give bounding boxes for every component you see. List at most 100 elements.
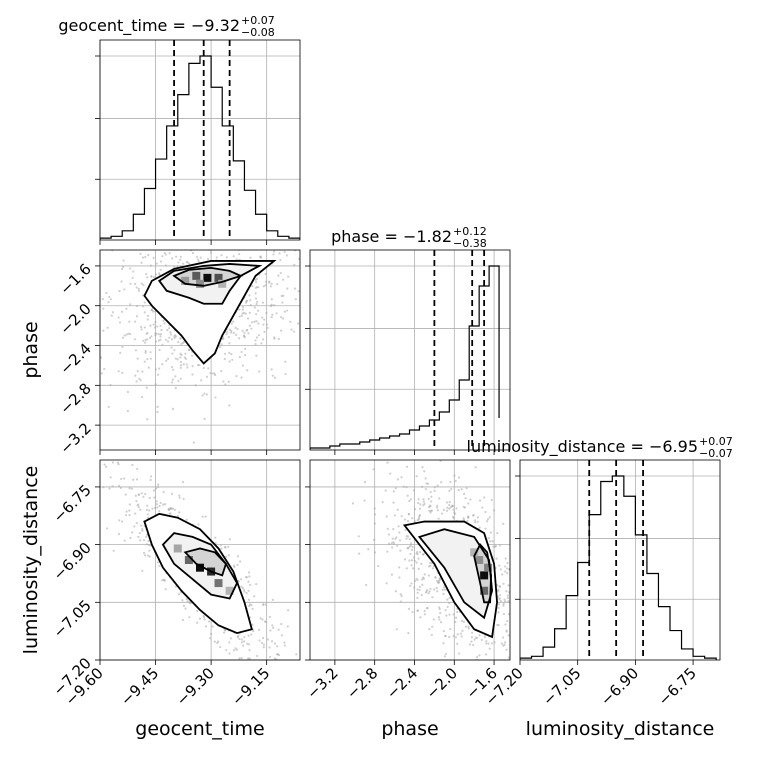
sample-point [439, 460, 442, 463]
sample-point [499, 599, 503, 603]
sample-point [139, 379, 142, 382]
sample-point [438, 443, 440, 445]
sample-point [141, 370, 144, 373]
sample-point [417, 557, 420, 560]
sample-point [469, 498, 472, 501]
sample-point [160, 328, 163, 332]
sample-point [417, 501, 420, 505]
sample-point [147, 253, 150, 257]
sample-point [219, 223, 221, 225]
tick-label-y: −2.0 [56, 300, 94, 338]
sample-point [241, 306, 245, 309]
sample-point [430, 500, 433, 503]
sample-point [456, 642, 459, 645]
sample-point [277, 274, 280, 277]
sample-point [508, 591, 510, 594]
sample-point [142, 551, 146, 555]
sample-point [142, 283, 145, 287]
sample-point [219, 236, 221, 238]
sample-point [258, 370, 261, 373]
sample-point [121, 371, 124, 374]
sample-point [449, 480, 452, 484]
sample-point [479, 499, 482, 502]
sample-point [241, 200, 243, 202]
sample-point [311, 666, 313, 668]
sample-point [184, 232, 186, 234]
sample-point [456, 610, 459, 614]
sample-point [490, 642, 494, 645]
density-cell [470, 548, 479, 557]
sample-point [167, 357, 170, 360]
sample-point [162, 319, 165, 322]
sample-point [492, 545, 495, 548]
sample-point [251, 245, 253, 247]
sample-point [446, 506, 449, 509]
sample-point [381, 501, 384, 504]
sample-point [377, 456, 379, 458]
sample-point [488, 647, 491, 650]
sample-point [255, 336, 259, 339]
sample-point [543, 602, 545, 604]
title-text: luminosity_distance = −6.95 [467, 437, 698, 457]
sample-point [223, 629, 227, 632]
sample-point [97, 338, 99, 340]
density-cell [484, 563, 493, 572]
sample-point [206, 248, 208, 250]
sample-point [504, 623, 507, 626]
sample-point [423, 609, 426, 613]
sample-point [365, 583, 368, 587]
sample-point [158, 272, 161, 275]
sample-point [313, 241, 315, 243]
sample-point [182, 497, 185, 501]
sample-point [144, 255, 147, 259]
sample-point [146, 504, 149, 507]
sample-point [211, 372, 214, 375]
sample-point [134, 320, 137, 323]
sample-point [311, 301, 313, 303]
sample-point [436, 506, 439, 509]
sample-point [246, 317, 250, 320]
sample-point [157, 332, 160, 336]
sample-point [443, 588, 447, 591]
sample-point [102, 329, 105, 332]
sample-point [516, 580, 518, 582]
sample-point [253, 150, 255, 152]
sample-point [241, 586, 244, 590]
sample-point [171, 378, 174, 381]
sample-point [233, 649, 236, 652]
sample-point [128, 503, 131, 506]
panel-title-geocent_time: geocent_time = −9.32 +0.07−0.08 [58, 14, 274, 39]
sample-point [144, 341, 147, 344]
sample-point [254, 339, 257, 342]
sample-point [373, 513, 377, 516]
sample-point [460, 635, 463, 638]
sample-point [236, 636, 239, 639]
sample-point [210, 632, 213, 636]
sample-point [156, 410, 159, 414]
sample-point [220, 254, 223, 257]
sample-point [238, 637, 241, 641]
sample-point [158, 348, 161, 352]
sample-point [433, 588, 436, 591]
contour-line [183, 547, 227, 577]
sample-point [468, 643, 472, 646]
sample-point [159, 338, 162, 341]
sample-point [103, 463, 106, 466]
sample-point [230, 353, 233, 356]
sample-point [394, 487, 397, 490]
sample-point [497, 590, 500, 593]
sample-point [442, 508, 446, 511]
sample-point [286, 287, 289, 290]
sample-point [411, 417, 413, 419]
sample-point [148, 496, 151, 500]
sample-point [184, 607, 187, 610]
sample-point [125, 333, 128, 336]
sample-point [405, 465, 409, 468]
sample-point [179, 337, 182, 340]
sample-point [531, 578, 533, 580]
sample-point [173, 336, 176, 340]
sample-point [408, 499, 411, 503]
sample-point [543, 628, 545, 630]
sample-point [261, 636, 265, 640]
sample-point [232, 255, 235, 258]
